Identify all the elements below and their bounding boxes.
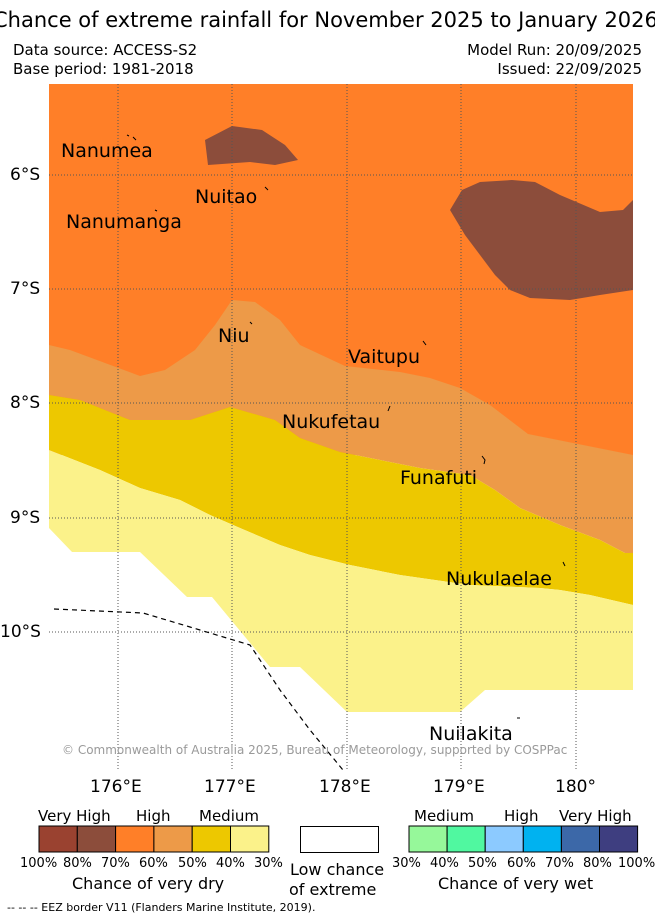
legend-wet-swatch (408, 825, 448, 853)
place-label-nuitao: Nuitao (195, 186, 258, 208)
copyright-notice: © Commonwealth of Australia 2025, Bureau… (62, 743, 568, 757)
legend-wet-swatch (599, 825, 639, 853)
legend-dry-swatch (153, 825, 193, 853)
legend-wet-swatch (522, 825, 562, 853)
lon-label: 179°E (433, 777, 485, 797)
model-run: Model Run: 20/09/2025 (467, 41, 642, 59)
legend-wet-tick: 60% (507, 856, 536, 871)
legend-low-chance-swatch (300, 826, 379, 853)
lat-label: 10°S (0, 622, 41, 642)
lon-label: 177°E (204, 777, 256, 797)
legend-low-caption-2: of extreme (289, 880, 377, 899)
place-label-funafuti: Funafuti (400, 467, 478, 489)
lon-label: 176°E (90, 777, 142, 797)
legend-dry-tick: 80% (63, 856, 92, 871)
legend-dry-tick: 100% (20, 856, 58, 871)
legend-dry-medium: Medium (199, 807, 259, 825)
zone-low-medium (49, 450, 633, 712)
legend-wet-tick: 70% (545, 856, 574, 871)
legend-wet-tick: 40% (430, 856, 459, 871)
legend-dry-swatch (115, 825, 155, 853)
legend-wet-very-high: Very High (559, 807, 632, 825)
legend-low-caption-1: Low chance (290, 860, 385, 879)
legend-dry-swatch (38, 825, 78, 853)
legend-dry-tick: 60% (139, 856, 168, 871)
lat-label: 7°S (10, 279, 41, 299)
lon-label: 180° (555, 777, 596, 797)
legend-wet-swatch (446, 825, 486, 853)
legend-wet-tick: 30% (392, 856, 421, 871)
legend-dry-very-high: Very High (38, 807, 111, 825)
place-label-nanumanga: Nanumanga (66, 211, 182, 233)
legend-dry-swatch (76, 825, 117, 853)
lat-label: 8°S (10, 393, 41, 413)
lat-label: 6°S (10, 165, 41, 185)
legend-dry-colorbar (38, 825, 270, 853)
zone-medium (49, 395, 633, 605)
place-label-nukulaelae: Nukulaelae (446, 568, 552, 590)
legend-dry-tick: 40% (216, 856, 245, 871)
legend-wet-medium: Medium (414, 807, 474, 825)
legend-wet-high: High (504, 807, 539, 825)
island-markers (126, 134, 566, 719)
legend-dry-swatch (230, 825, 270, 853)
place-label-nanumea: Nanumea (61, 140, 153, 162)
place-label-nukufetau: Nukufetau (282, 411, 381, 433)
legend-wet-caption: Chance of very wet (438, 874, 594, 893)
legend-dry-tick: 70% (101, 856, 130, 871)
legend-dry-tick: 50% (178, 856, 207, 871)
zone-very-high-north (205, 126, 298, 165)
eez-border (53, 608, 344, 771)
legend-wet-tick: 100% (618, 856, 655, 871)
eez-border-note: -- -- -- EEZ border V11 (Flanders Marine… (7, 901, 316, 914)
data-source: Data source: ACCESS-S2 (13, 41, 198, 59)
legend-dry-swatch (191, 825, 231, 853)
issued-date: Issued: 22/09/2025 (497, 60, 642, 78)
gridlines (49, 84, 633, 770)
place-label-niu: Niu (218, 325, 250, 347)
place-label-vaitupu: Vaitupu (348, 346, 421, 368)
legend-dry-high: High (136, 807, 171, 825)
legend-wet-colorbar (408, 825, 639, 853)
base-period: Base period: 1981-2018 (13, 60, 194, 78)
legend-dry-caption: Chance of very dry (72, 874, 225, 893)
zone-high-light (49, 300, 633, 553)
legend-wet-swatch (484, 825, 524, 853)
zone-very-high-east (450, 180, 633, 300)
lon-label: 178°E (319, 777, 371, 797)
legend-wet-swatch (560, 825, 600, 853)
place-label-nuilakita: Nuilakita (429, 723, 513, 745)
legend-wet-tick: 50% (468, 856, 497, 871)
legend-dry-tick: 30% (254, 856, 283, 871)
lat-label: 9°S (10, 508, 41, 528)
legend-wet-tick: 80% (583, 856, 612, 871)
